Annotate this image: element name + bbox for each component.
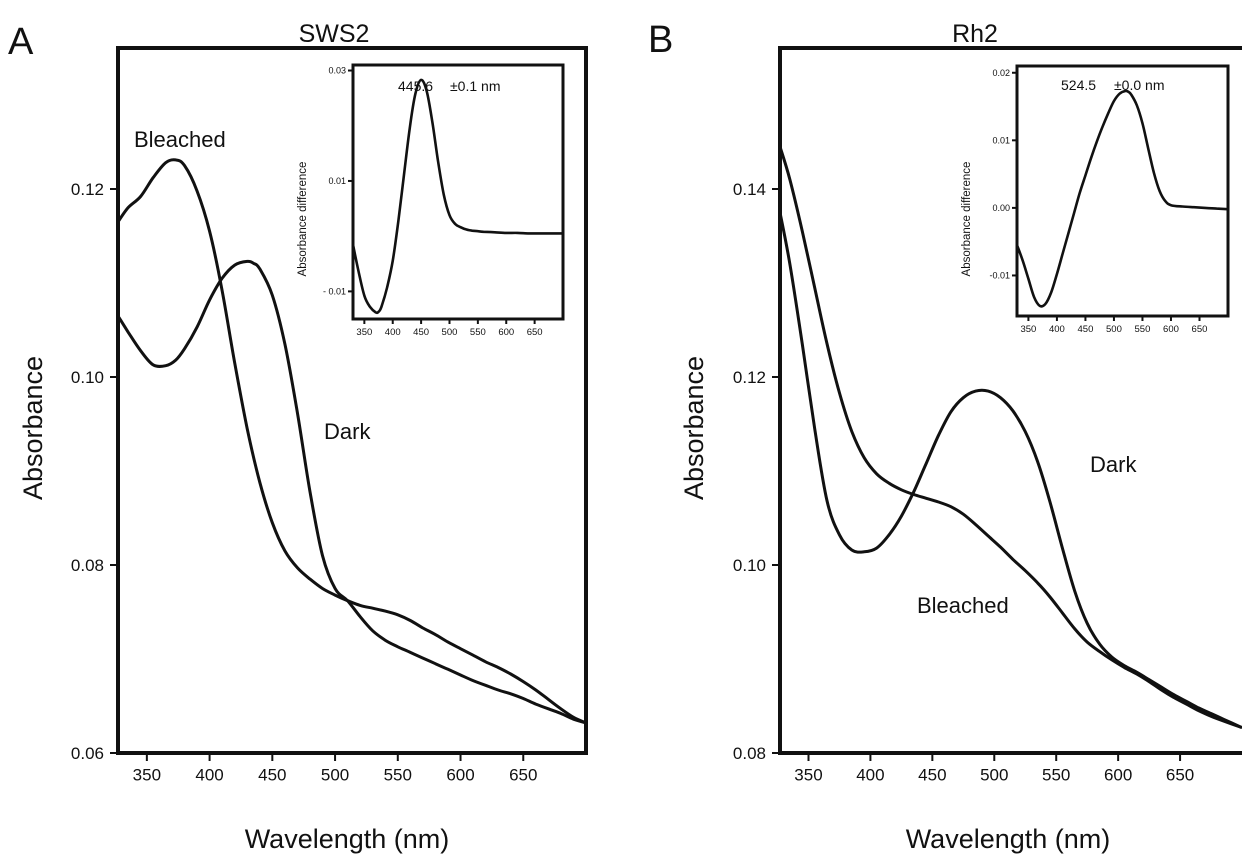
panel-b-xtick-label: 550 [1042, 766, 1070, 785]
panel-b-inset-xticks: 350 400 450 500 550 600 650 [1020, 316, 1207, 335]
panel-b-xtick-label: 400 [856, 766, 884, 785]
panel-a-xtick-label: 400 [195, 766, 223, 785]
panel-b-frame [778, 46, 1242, 755]
panel-a-ytick-label: 0.08 [71, 556, 104, 575]
panel-b-ylabel: Absorbance [679, 356, 709, 500]
panel-a-inset-yticks: 0.03 0.01 - 0.01 [323, 66, 353, 297]
panel-a-inset-xtick-label: 550 [470, 327, 486, 338]
panel-a: A SWS2 Absorbance Wavelength (nm) 0.060.… [8, 20, 588, 854]
panel-b-xtick-label: 350 [794, 766, 822, 785]
panel-a-xtick-label: 650 [509, 766, 537, 785]
panel-a-inset-xtick-label: 350 [356, 327, 372, 338]
panel-a-title: SWS2 [299, 20, 370, 48]
panel-a-xtick-label: 500 [321, 766, 349, 785]
panel-b-inset-ylabel: Absorbance difference [961, 162, 973, 277]
panel-b-inset-xtick-label: 450 [1078, 324, 1094, 335]
panel-a-inset-xtick-label: 650 [527, 327, 543, 338]
panel-b-inset-ytick-label: -0.01 [989, 271, 1010, 281]
panel-a-xticks: 350 400 450 500 550 600 650 [133, 753, 537, 785]
panel-b-inset-peak-value: 524.5 [1061, 77, 1096, 93]
panel-a-series-dark [116, 259, 587, 725]
panel-b-ytick-label: 0.10 [733, 556, 766, 575]
panel-b-xtick-label: 500 [980, 766, 1008, 785]
panel-a-xtick-label: 450 [258, 766, 286, 785]
panel-a-ytick-label: 0.10 [71, 368, 104, 387]
panel-b-inset-xtick-label: 500 [1106, 324, 1122, 335]
panel-b-title: Rh2 [952, 20, 998, 48]
panel-b-xticks: 350 400 450 500 550 600 650 [794, 753, 1194, 785]
panel-a-series [116, 158, 587, 725]
panel-b-xtick-label: 600 [1104, 766, 1132, 785]
panel-b-inset-ytick-label: 0.00 [992, 203, 1010, 213]
panel-b-inset-xtick-label: 400 [1049, 324, 1065, 335]
panel-a-inset: 0.03 0.01 - 0.01 350 400 450 500 550 600 650 445… [297, 63, 565, 338]
panel-a-label-bleached: Bleached [134, 127, 226, 152]
panel-b-inset-series [1015, 89, 1229, 308]
panel-a-inset-series-difference [351, 78, 563, 315]
panel-b-letter: B [648, 19, 673, 61]
panel-a-xlabel: Wavelength (nm) [245, 824, 450, 854]
panel-a-inset-ytick-label: - 0.01 [323, 287, 346, 297]
panel-b-inset-peak-error: ±0.0 nm [1114, 77, 1164, 93]
panel-a-letter: A [8, 21, 34, 63]
panel-b-inset-series-difference [1015, 89, 1229, 308]
panel-b-ytick-label: 0.12 [733, 368, 766, 387]
panel-a-ytick-label: 0.12 [71, 180, 104, 199]
panel-a-xtick-label: 550 [384, 766, 412, 785]
panel-a-inset-ytick-label: 0.03 [328, 66, 346, 76]
panel-b-inset-frame [1015, 64, 1230, 318]
panel-a-inset-xtick-label: 500 [442, 327, 458, 338]
panel-b-inset-ytick-label: 0.02 [992, 68, 1010, 78]
panel-a-frame [116, 46, 588, 755]
panel-b-series-dark [778, 212, 1242, 729]
panel-b-xtick-label: 650 [1166, 766, 1194, 785]
panel-b-inset-xtick-label: 650 [1192, 324, 1208, 335]
panel-a-yticks: 0.06 0.08 0.10 0.12 [71, 180, 118, 763]
panel-b-inset-yticks: 0.02 0.01 0.00 -0.01 [989, 68, 1017, 281]
panel-a-ytick-label: 0.06 [71, 744, 104, 763]
panel-b-xlabel: Wavelength (nm) [906, 824, 1111, 854]
panel-b-series [778, 146, 1242, 730]
panel-a-inset-ytick-label: 0.01 [328, 176, 346, 186]
panel-b-series-bleached [778, 146, 1242, 730]
panel-b-inset-xtick-label: 600 [1163, 324, 1179, 335]
panel-a-inset-frame [351, 63, 565, 321]
panel-a-inset-series [351, 78, 563, 315]
panel-a-inset-xticks: 350 400 450 500 550 600 650 [356, 319, 543, 338]
panel-b: B Rh2 Absorbance Wavelength (nm) 0.08 0.1… [648, 19, 1242, 854]
panel-a-inset-peak-value: 445.6 [398, 78, 433, 94]
panel-a-inset-xtick-label: 400 [385, 327, 401, 338]
panel-a-ylabel: Absorbance [18, 356, 48, 500]
panel-a-inset-ylabel: Absorbance difference [297, 162, 309, 277]
panel-b-ytick-label: 0.08 [733, 744, 766, 763]
panel-b-inset-xtick-label: 350 [1020, 324, 1036, 335]
panel-b-xtick-label: 450 [918, 766, 946, 785]
panel-b-inset: 0.020.010.00-0.01 350 400 450 500 550 600 650 … [961, 64, 1230, 335]
panel-a-inset-peak-error: ±0.1 nm [450, 78, 500, 94]
panel-a-label-dark: Dark [324, 419, 371, 444]
panel-a-inset-background [353, 65, 563, 319]
panel-b-label-bleached: Bleached [917, 593, 1009, 618]
panel-a-inset-xtick-label: 600 [498, 327, 514, 338]
panel-b-yticks: 0.08 0.10 0.12 0.14 [733, 180, 780, 763]
panel-b-inset-background [1017, 66, 1228, 316]
panel-b-inset-ytick-label: 0.01 [992, 135, 1010, 145]
panel-b-ytick-label: 0.14 [733, 180, 766, 199]
panel-a-xtick-label: 350 [133, 766, 161, 785]
panel-b-inset-xtick-label: 550 [1135, 324, 1151, 335]
panel-b-label-dark: Dark [1090, 452, 1137, 477]
panel-a-xtick-label: 600 [446, 766, 474, 785]
panel-a-inset-xtick-label: 450 [413, 327, 429, 338]
